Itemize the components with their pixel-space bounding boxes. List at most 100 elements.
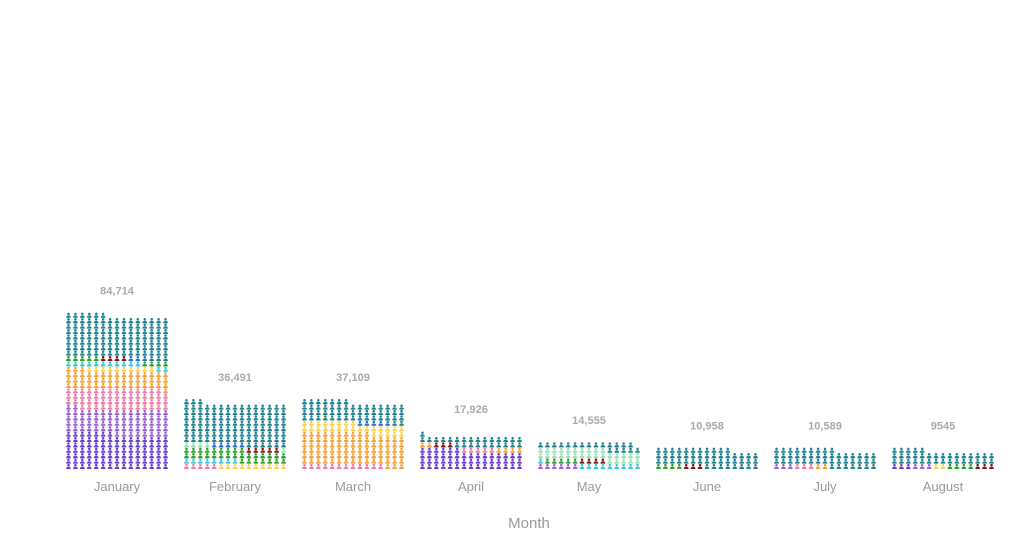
person-icon (100, 442, 106, 448)
person-icon (558, 463, 564, 469)
person-icon (926, 463, 932, 469)
person-icon (461, 436, 467, 442)
person-icon (711, 447, 717, 453)
person-icon (149, 382, 155, 388)
person-icon (128, 442, 134, 448)
person-icon (697, 453, 703, 459)
person-icon (79, 415, 85, 421)
person-icon (100, 323, 106, 329)
person-icon (315, 431, 321, 437)
person-icon (86, 377, 92, 383)
person-icon (336, 426, 342, 432)
person-icon (933, 458, 939, 464)
person-icon (66, 393, 71, 399)
person-icon (121, 345, 127, 351)
person-icon (774, 458, 779, 464)
person-icon (149, 409, 155, 415)
person-icon (73, 415, 78, 421)
person-icon (322, 409, 328, 415)
person-icon (163, 345, 168, 351)
person-icon (128, 415, 134, 421)
person-icon (614, 442, 620, 448)
person-icon (149, 355, 155, 361)
person-icon (433, 447, 439, 453)
person-icon (121, 415, 127, 421)
person-icon (239, 404, 245, 410)
person-icon (683, 447, 689, 453)
person-icon (114, 447, 120, 453)
person-icon (787, 447, 793, 453)
person-icon (503, 453, 509, 459)
person-icon (600, 453, 606, 459)
person-icon (149, 366, 155, 372)
person-icon (86, 339, 92, 345)
person-icon (79, 312, 85, 318)
person-icon (281, 463, 286, 469)
person-icon (892, 447, 897, 453)
person-icon (107, 366, 113, 372)
person-icon (420, 453, 425, 459)
person-icon (558, 458, 564, 464)
person-icon (66, 442, 71, 448)
person-icon (947, 458, 953, 464)
person-icon (899, 447, 904, 453)
person-icon (593, 463, 599, 469)
person-icon (142, 388, 148, 394)
person-icon (204, 431, 210, 437)
person-icon (704, 463, 710, 469)
person-icon (184, 447, 189, 453)
person-icon (86, 431, 92, 437)
person-icon (197, 436, 203, 442)
person-icon (357, 436, 363, 442)
person-icon (163, 442, 168, 448)
person-icon (350, 431, 356, 437)
person-icon (191, 431, 196, 437)
person-icon (420, 442, 425, 448)
person-icon (309, 409, 314, 415)
person-icon (551, 447, 557, 453)
column-march (302, 399, 404, 469)
x-axis-title: Month (508, 515, 550, 532)
person-icon (302, 453, 307, 459)
person-icon (329, 409, 335, 415)
person-icon (281, 409, 286, 415)
person-icon (191, 409, 196, 415)
person-icon (142, 463, 148, 469)
person-icon (940, 458, 946, 464)
person-icon (128, 388, 134, 394)
person-icon (968, 463, 974, 469)
person-icon (114, 458, 120, 464)
person-icon (975, 458, 981, 464)
person-icon (947, 453, 953, 459)
person-icon (614, 447, 620, 453)
person-icon (66, 361, 71, 367)
person-icon (239, 436, 245, 442)
person-icon (86, 415, 92, 421)
person-icon (135, 447, 141, 453)
person-icon (163, 458, 168, 464)
person-icon (156, 318, 161, 324)
person-icon (218, 463, 224, 469)
person-icon (843, 463, 849, 469)
person-icon (274, 420, 279, 426)
person-icon (309, 404, 314, 410)
month-label-february: February (209, 479, 262, 494)
person-icon (114, 463, 120, 469)
person-icon (107, 382, 113, 388)
person-icon (135, 458, 141, 464)
person-icon (364, 458, 370, 464)
person-icon (371, 409, 377, 415)
person-icon (79, 350, 85, 356)
person-icon (336, 415, 342, 421)
person-icon (100, 393, 106, 399)
person-icon (322, 458, 328, 464)
person-icon (656, 458, 661, 464)
person-icon (79, 382, 85, 388)
person-icon (100, 388, 106, 394)
person-icon (454, 463, 460, 469)
person-icon (538, 458, 543, 464)
person-icon (281, 453, 286, 459)
person-icon (253, 409, 259, 415)
person-icon (302, 404, 307, 410)
person-icon (621, 463, 627, 469)
